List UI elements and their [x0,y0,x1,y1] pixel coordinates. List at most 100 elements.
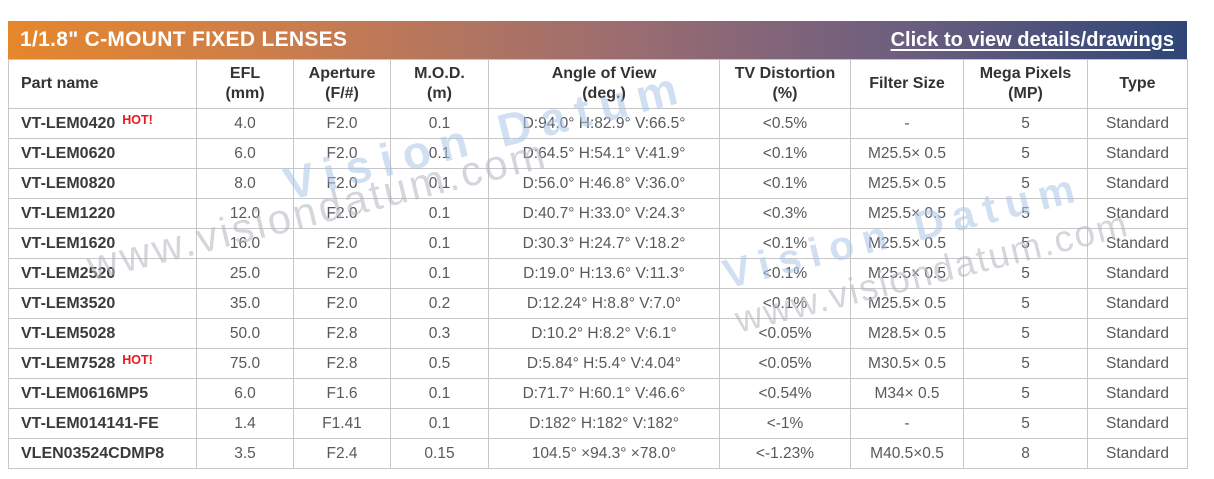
filter-size-cell: M28.5× 0.5 [850,318,964,349]
efl-cell: 1.4 [196,408,294,439]
aperture-cell: F2.0 [293,138,391,169]
table-row: VT-LEM0616MP5 6.0 F1.6 0.1 D:71.7° H:60.… [8,378,1188,409]
type-cell: Standard [1087,228,1188,259]
angle-of-view-cell: D:12.24° H:8.8° V:7.0° [488,288,720,319]
efl-cell: 3.5 [196,438,294,469]
aperture-cell: F2.8 [293,348,391,379]
efl-cell: 75.0 [196,348,294,379]
aperture-cell: F2.0 [293,108,391,139]
aperture-cell: F1.41 [293,408,391,439]
part-name-cell: VLEN03524CDMP8 [8,438,197,469]
tv-distortion-cell: <0.1% [719,138,851,169]
part-name-cell: VT-LEM7528 HOT! [8,348,197,379]
mod-cell: 0.1 [390,198,489,229]
lens-spec-sheet: 1/1.8" C-MOUNT FIXED LENSES Click to vie… [8,21,1188,469]
mod-cell: 0.1 [390,228,489,259]
type-cell: Standard [1087,438,1188,469]
hot-badge: HOT! [122,112,153,127]
efl-cell: 6.0 [196,138,294,169]
efl-cell: 6.0 [196,378,294,409]
angle-of-view-cell: D:56.0° H:46.8° V:36.0° [488,168,720,199]
efl-cell: 25.0 [196,258,294,289]
mod-cell: 0.5 [390,348,489,379]
tv-distortion-cell: <0.05% [719,318,851,349]
filter-size-cell: - [850,108,964,139]
tv-distortion-cell: <-1% [719,408,851,439]
part-name-cell: VT-LEM1620 [8,228,197,259]
filter-size-cell: - [850,408,964,439]
filter-size-cell: M25.5× 0.5 [850,288,964,319]
table-row: VLEN03524CDMP8 3.5 F2.4 0.15 104.5° ×94.… [8,438,1188,469]
tv-distortion-cell: <0.1% [719,258,851,289]
filter-size-cell: M25.5× 0.5 [850,168,964,199]
filter-size-cell: M40.5×0.5 [850,438,964,469]
col-header-mod: M.O.D. (m) [390,59,489,109]
col-header-tv-distortion: TV Distortion (%) [719,59,851,109]
angle-of-view-cell: D:19.0° H:13.6° V:11.3° [488,258,720,289]
angle-of-view-cell: D:30.3° H:24.7° V:18.2° [488,228,720,259]
part-name-cell: VT-LEM0820 [8,168,197,199]
mega-pixels-cell: 5 [963,108,1088,139]
table-row: VT-LEM2520 25.0 F2.0 0.1 D:19.0° H:13.6°… [8,258,1188,289]
part-name-cell: VT-LEM2520 [8,258,197,289]
view-details-link[interactable]: Click to view details/drawings [890,28,1174,51]
mod-cell: 0.3 [390,318,489,349]
mega-pixels-cell: 5 [963,378,1088,409]
mega-pixels-cell: 5 [963,228,1088,259]
mega-pixels-cell: 5 [963,258,1088,289]
table-row: VT-LEM3520 35.0 F2.0 0.2 D:12.24° H:8.8°… [8,288,1188,319]
efl-cell: 16.0 [196,228,294,259]
tv-distortion-cell: <0.3% [719,198,851,229]
type-cell: Standard [1087,408,1188,439]
efl-cell: 8.0 [196,168,294,199]
angle-of-view-cell: D:71.7° H:60.1° V:46.6° [488,378,720,409]
efl-cell: 4.0 [196,108,294,139]
aperture-cell: F2.0 [293,198,391,229]
efl-cell: 35.0 [196,288,294,319]
col-header-angle-of-view: Angle of View (deg.) [488,59,720,109]
type-cell: Standard [1087,258,1188,289]
table-row: VT-LEM7528 HOT! 75.0 F2.8 0.5 D:5.84° H:5… [8,348,1188,379]
mega-pixels-cell: 5 [963,288,1088,319]
filter-size-cell: M34× 0.5 [850,378,964,409]
mega-pixels-cell: 5 [963,408,1088,439]
filter-size-cell: M25.5× 0.5 [850,228,964,259]
angle-of-view-cell: D:182° H:182° V:182° [488,408,720,439]
col-header-filter-size: Filter Size [850,59,964,109]
aperture-cell: F2.4 [293,438,391,469]
mod-cell: 0.2 [390,288,489,319]
mod-cell: 0.1 [390,408,489,439]
aperture-cell: F2.0 [293,258,391,289]
mega-pixels-cell: 5 [963,168,1088,199]
col-header-part-name: Part name [8,59,197,109]
part-name-cell: VT-LEM3520 [8,288,197,319]
col-header-type: Type [1087,59,1188,109]
type-cell: Standard [1087,168,1188,199]
filter-size-cell: M30.5× 0.5 [850,348,964,379]
type-cell: Standard [1087,378,1188,409]
type-cell: Standard [1087,198,1188,229]
angle-of-view-cell: D:5.84° H:5.4° V:4.04° [488,348,720,379]
tv-distortion-cell: <0.05% [719,348,851,379]
table-row: VT-LEM0420 HOT! 4.0 F2.0 0.1 D:94.0° H:82… [8,108,1188,139]
type-cell: Standard [1087,288,1188,319]
aperture-cell: F2.8 [293,318,391,349]
mega-pixels-cell: 5 [963,198,1088,229]
table-row: VT-LEM0820 8.0 F2.0 0.1 D:56.0° H:46.8° … [8,168,1188,199]
mod-cell: 0.1 [390,138,489,169]
mod-cell: 0.1 [390,168,489,199]
angle-of-view-cell: D:64.5° H:54.1° V:41.9° [488,138,720,169]
mod-cell: 0.1 [390,258,489,289]
part-name-cell: VT-LEM5028 [8,318,197,349]
table-row: VT-LEM1220 12.0 F2.0 0.1 D:40.7° H:33.0°… [8,198,1188,229]
hot-badge: HOT! [122,352,153,367]
type-cell: Standard [1087,138,1188,169]
page-title: 1/1.8" C-MOUNT FIXED LENSES [20,28,348,51]
angle-of-view-cell: D:94.0° H:82.9° V:66.5° [488,108,720,139]
mod-cell: 0.1 [390,108,489,139]
mod-cell: 0.1 [390,378,489,409]
part-name-cell: VT-LEM0616MP5 [8,378,197,409]
tv-distortion-cell: <0.1% [719,168,851,199]
filter-size-cell: M25.5× 0.5 [850,198,964,229]
tv-distortion-cell: <0.1% [719,228,851,259]
